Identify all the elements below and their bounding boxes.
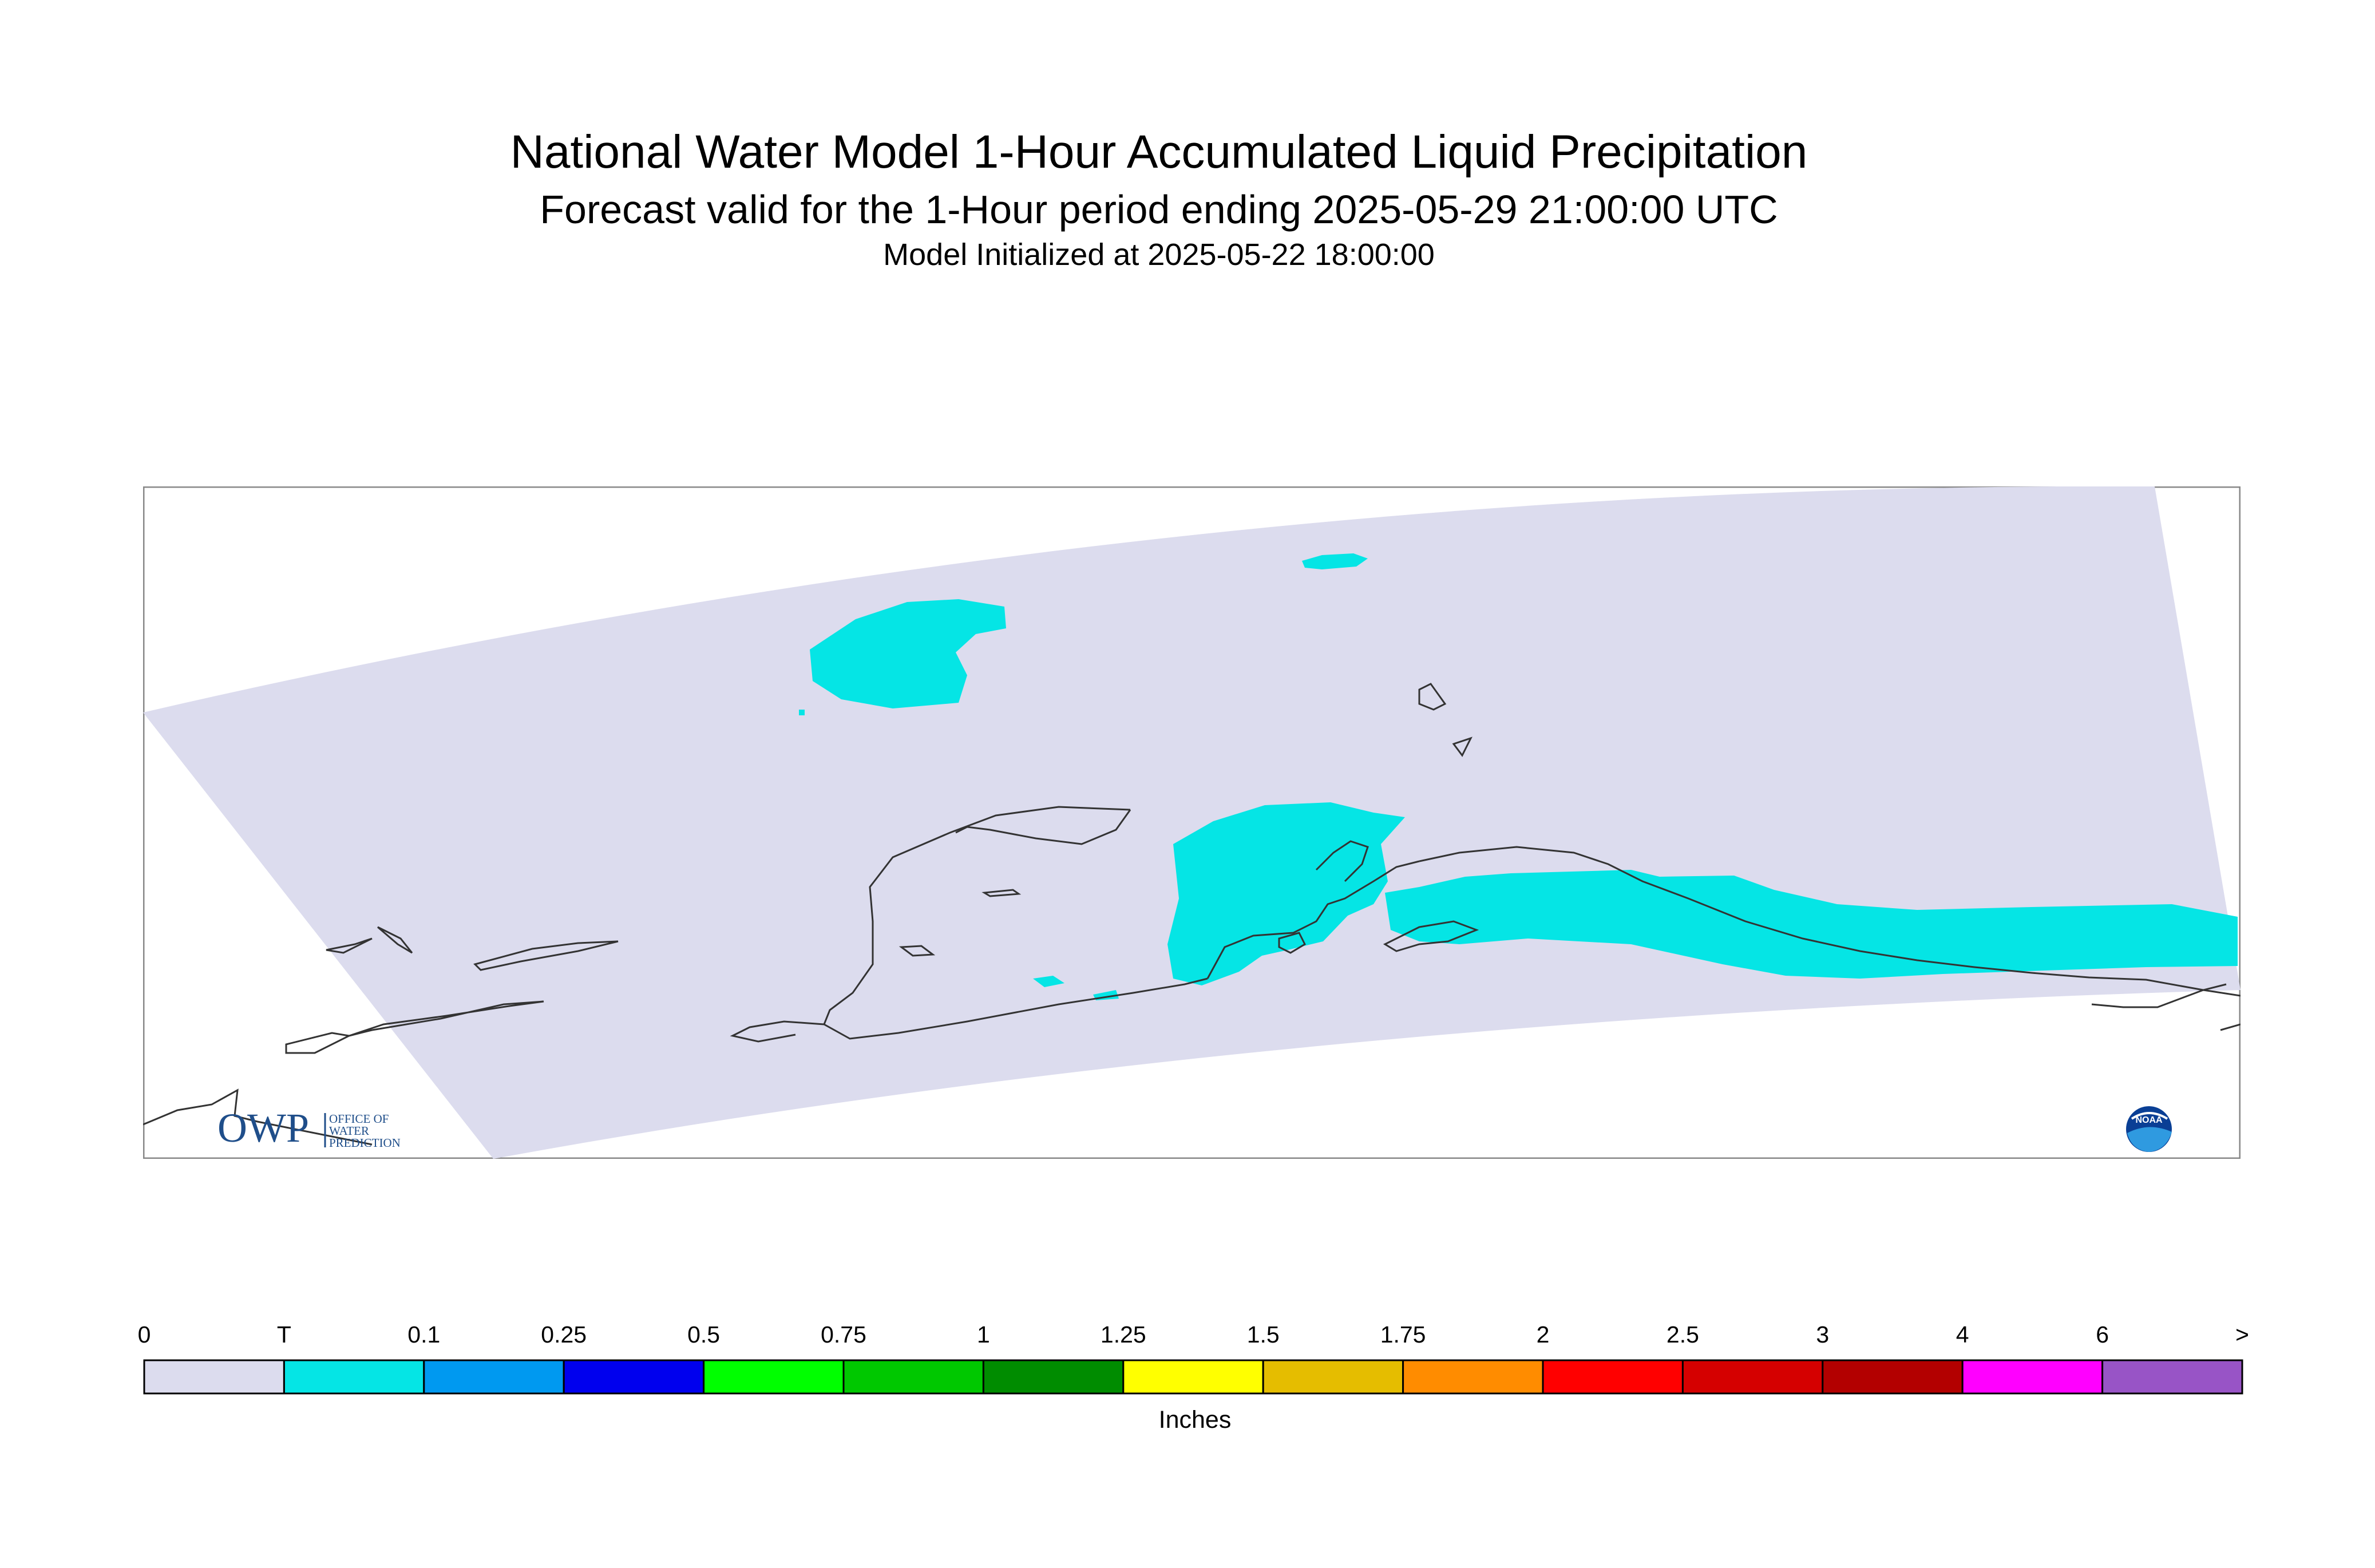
legend-tick-label: 6 (2096, 1321, 2109, 1348)
coastline-arctic-islands (1418, 683, 1472, 757)
precip-area-speck (799, 710, 805, 715)
legend-tick-label: 1.5 (1247, 1321, 1280, 1348)
coastline-alaska-west (823, 806, 1208, 1040)
legend-tick-labels: 0 T 0.1 0.25 0.5 0.75 1 1.25 1.5 1.75 2 2.5 3 4 6 > (138, 1321, 2249, 1348)
owp-letters: OWP (217, 1105, 309, 1151)
precip-areas (799, 553, 2238, 1000)
coastline-peninsula-islands (1278, 920, 1479, 954)
legend-bin-7 (1122, 1359, 1264, 1395)
legend-tick-label: 1.25 (1101, 1321, 1146, 1348)
coastline-yukon-delta (730, 1020, 825, 1043)
legend-bin-4 (703, 1359, 845, 1395)
coastline-bristol-bay (1206, 860, 1420, 979)
coastline-norton-sound (955, 809, 1131, 845)
precip-legend: 0 T 0.1 0.25 0.5 0.75 1 1.25 1.5 1.75 2 2.5 3 4 6 > Inc… (138, 1321, 2249, 1434)
legend-tick-label: 0.25 (541, 1321, 587, 1348)
legend-bin-13 (1961, 1359, 2104, 1395)
forecast-valid-subtitle: Forecast valid for the 1-Hour period end… (540, 187, 1778, 232)
legend-tick-label: T (277, 1321, 291, 1348)
legend-bin-8 (1262, 1359, 1404, 1395)
precip-area-gulf (1385, 870, 2238, 979)
coastline-russia (143, 1088, 373, 1146)
legend-tick-label: 3 (1816, 1321, 1829, 1348)
legend-bin-1 (283, 1359, 425, 1395)
legend-bin-2 (423, 1359, 565, 1395)
legend-tick-label: > (2235, 1321, 2249, 1348)
legend-bin-11 (1681, 1359, 1824, 1395)
coastline-gulf (1419, 846, 2241, 997)
legend-tick-label: 0.5 (687, 1321, 720, 1348)
legend-tick-label: 1.75 (1380, 1321, 1426, 1348)
legend-tick-label: 0.75 (821, 1321, 866, 1348)
model-domain (143, 486, 2241, 1159)
owp-line3: PREDICTION (329, 1136, 401, 1150)
legend-bin-9 (1402, 1359, 1544, 1395)
model-init-subtitle: Model Initialized at 2025-05-22 18:00:00 (883, 237, 1435, 272)
legend-bin-6 (982, 1359, 1125, 1395)
coastline-nunivak (898, 945, 936, 957)
precip-area-islands (1033, 976, 1119, 1000)
noaa-text: NOAA (2135, 1115, 2163, 1125)
owp-line2: WATER (329, 1124, 369, 1138)
coastline-bering-islands (326, 889, 1022, 954)
legend-bin-10 (1542, 1359, 1684, 1395)
legend-tick-label: 2 (1537, 1321, 1550, 1348)
legend-unit-label: Inches (1159, 1406, 1232, 1434)
legend-bin-14 (2101, 1359, 2243, 1395)
legend-tick-label: 4 (1956, 1321, 1969, 1348)
coastline-chukotka (285, 1000, 544, 1054)
legend-bin-3 (563, 1359, 705, 1395)
precip-area-north (810, 599, 1006, 708)
coastline-st-lawrence-island (473, 940, 619, 971)
legend-tick-label: 0.1 (407, 1321, 440, 1348)
owp-logo: OWP OFFICE OF WATER PREDICTION (217, 1105, 401, 1151)
coastlines (143, 683, 2241, 1146)
legend-bin-12 (1822, 1359, 1964, 1395)
precip-area-small-north (1302, 553, 1368, 569)
legend-tick-label: 0 (138, 1321, 151, 1348)
coastline-kenai (1315, 840, 1369, 882)
legend-tick-label: 2.5 (1667, 1321, 1699, 1348)
legend-tick-label: 1 (977, 1321, 990, 1348)
owp-line1: OFFICE OF (329, 1112, 389, 1126)
precipitation-map: OWP OFFICE OF WATER PREDICTION NOAA (143, 486, 2241, 1159)
coastline-east (2091, 983, 2241, 1031)
noaa-logo: NOAA (2126, 1106, 2172, 1152)
legend-bin-5 (842, 1359, 984, 1395)
map-title: National Water Model 1-Hour Accumulated … (510, 126, 1808, 178)
legend-color-bins (143, 1359, 2243, 1395)
legend-bin-0 (143, 1359, 285, 1395)
precip-area-alaska-peninsula (1167, 802, 1405, 985)
